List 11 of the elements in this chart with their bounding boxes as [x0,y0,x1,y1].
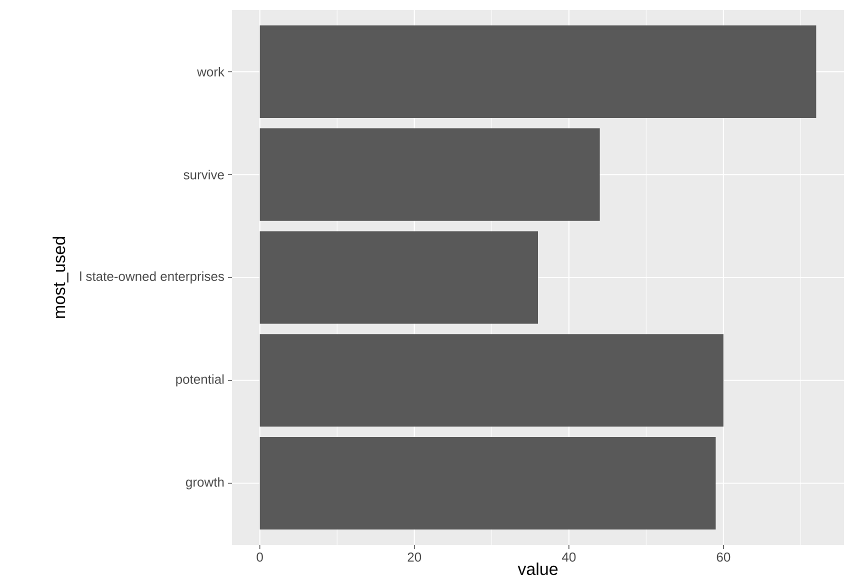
x-axis-title: value [518,562,558,576]
y-tick-label: potential [176,374,224,386]
y-tick-label: growth [186,477,224,490]
x-tick-label: 40 [562,552,576,562]
y-tick-label: l state-owned enterprises [80,271,224,284]
y-tick-label: work [197,66,224,76]
x-tick-label: 60 [716,552,730,562]
y-axis-title: most_used [52,237,68,318]
x-tick-label: 20 [408,552,422,562]
y-tick-label: survive [184,170,224,180]
x-tick-label: 0 [256,552,263,562]
